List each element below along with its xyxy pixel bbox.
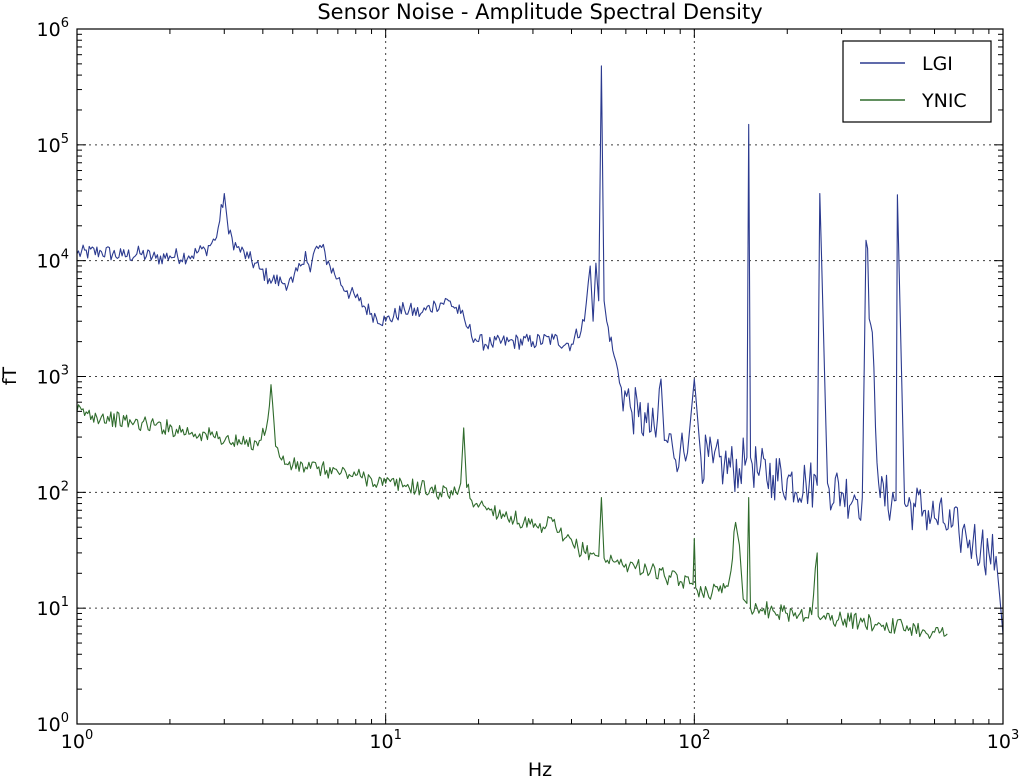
y-axis-label: fT	[0, 366, 21, 385]
y-tick-label: 105	[37, 132, 69, 157]
plot-series	[76, 65, 1004, 639]
x-axis-label: Hz	[528, 759, 552, 779]
y-tick-label: 106	[37, 16, 69, 41]
y-tick-label: 104	[37, 248, 69, 273]
x-tick-label: 103	[987, 728, 1019, 753]
series-line-ynic	[76, 384, 948, 639]
y-tick-label: 100	[37, 711, 69, 736]
legend-box	[842, 40, 992, 123]
legend-label-lgi: LGI	[922, 53, 953, 75]
x-tick-label: 100	[61, 728, 93, 753]
axis-ticks	[76, 28, 1004, 725]
legend-label-ynic: YNIC	[921, 90, 967, 112]
y-tick-label: 101	[37, 595, 69, 620]
tick-labels: 100 101 102 103 100 101 102 103 104 105 106	[37, 16, 1020, 753]
legend: LGI YNIC	[842, 40, 992, 123]
y-tick-label: 103	[37, 364, 69, 389]
x-tick-label: 101	[369, 728, 401, 753]
series-line-lgi	[76, 65, 1004, 634]
x-tick-label: 102	[678, 728, 710, 753]
grid	[77, 29, 1003, 724]
chart-title: Sensor Noise - Amplitude Spectral Densit…	[317, 0, 762, 24]
y-tick-label: 102	[37, 479, 69, 504]
